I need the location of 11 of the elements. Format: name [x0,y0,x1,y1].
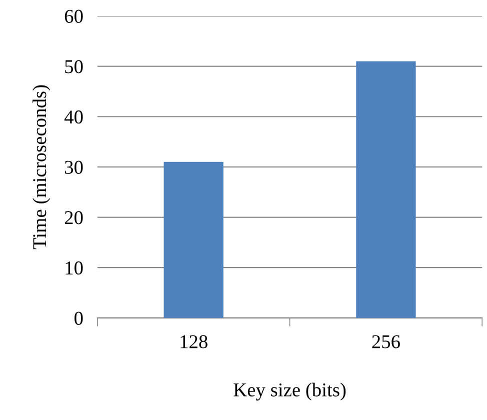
y-tick-label: 30 [64,160,83,174]
x-axis-title: Key size (bits) [234,382,346,400]
y-tick-label: 20 [64,211,83,224]
y-tick-label: 60 [64,10,83,23]
y-tick-label: 40 [64,110,83,124]
y-tick-label: 50 [65,60,83,74]
x-tick-label: 256 [372,335,400,348]
y-tick-label: 10 [66,261,83,275]
y-axis-title: Time (microseconds) [32,85,50,250]
y-tick-label: 0 [74,312,83,325]
x-tick-label: 128 [180,335,208,348]
